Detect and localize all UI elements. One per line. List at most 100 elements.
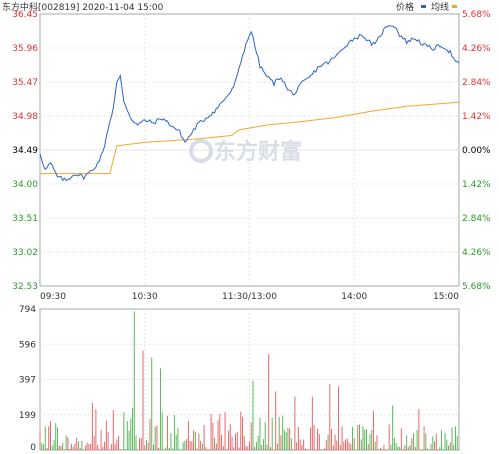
volume-grid bbox=[40, 309, 459, 450]
volume-bar bbox=[451, 427, 453, 450]
volume-bar bbox=[393, 437, 395, 450]
volume-bar bbox=[217, 420, 219, 450]
volume-bar bbox=[91, 402, 93, 450]
volume-bar bbox=[112, 410, 114, 450]
volume-bar bbox=[317, 428, 319, 450]
volume-bar bbox=[140, 437, 142, 450]
y-tick-label-right: 4.26% bbox=[462, 248, 491, 258]
volume-bar bbox=[311, 396, 313, 450]
volume-bar bbox=[357, 425, 359, 450]
volume-bar bbox=[271, 417, 273, 450]
y-tick-label-right: 5.68% bbox=[462, 282, 491, 292]
volume-bar bbox=[189, 440, 191, 450]
volume-bar bbox=[379, 447, 381, 450]
volume-bar bbox=[121, 449, 123, 450]
volume-bar bbox=[432, 436, 434, 450]
volume-bar bbox=[194, 432, 196, 450]
volume-bar bbox=[404, 445, 406, 450]
x-tick-label: 09:30 bbox=[40, 292, 66, 302]
volume-bar bbox=[123, 412, 125, 450]
volume-bar bbox=[65, 435, 67, 450]
volume-bar bbox=[116, 439, 118, 450]
volume-bar bbox=[365, 429, 367, 450]
volume-bar bbox=[191, 441, 193, 450]
volume-bar bbox=[425, 433, 427, 450]
volume-bar bbox=[280, 435, 282, 450]
volume-bar bbox=[44, 426, 46, 450]
volume-bar bbox=[214, 438, 216, 450]
volume-bar bbox=[409, 445, 411, 450]
volume-bar bbox=[187, 421, 189, 450]
volume-bar bbox=[137, 449, 139, 450]
volume-bar bbox=[132, 407, 134, 450]
volume-bar bbox=[338, 386, 340, 450]
volume-bar bbox=[306, 449, 308, 450]
volume-bar bbox=[423, 426, 425, 450]
volume-bar bbox=[119, 449, 121, 450]
legend-price-swatch bbox=[421, 5, 426, 8]
volume-bar bbox=[95, 409, 97, 450]
legend: 价格 均线 bbox=[396, 1, 457, 13]
volume-bar bbox=[79, 447, 81, 450]
volume-bar bbox=[397, 446, 399, 450]
y-tick-label-right: 1.42% bbox=[462, 180, 491, 190]
volume-bar bbox=[376, 435, 378, 450]
volume-bar bbox=[301, 444, 303, 450]
legend-price-label: 价格 bbox=[396, 1, 414, 13]
volume-bar bbox=[247, 446, 249, 450]
x-axis: 09:30 10:30 11:30/13:00 14:00 15:00 bbox=[40, 292, 459, 302]
volume-bar bbox=[362, 426, 364, 450]
y-tick-label-right: 1.42% bbox=[462, 112, 491, 122]
volume-bar bbox=[249, 441, 250, 450]
volume-bar bbox=[439, 447, 441, 450]
y-tick-label-right: 2.84% bbox=[462, 78, 491, 88]
volume-bar bbox=[318, 433, 320, 450]
volume-bar bbox=[456, 436, 458, 450]
volume-bar bbox=[208, 449, 210, 450]
volume-bar bbox=[320, 449, 322, 450]
volume-bar bbox=[238, 447, 240, 450]
y-tick-label: 36.45 bbox=[12, 10, 38, 20]
volume-bar bbox=[427, 448, 429, 450]
volume-bar bbox=[322, 449, 324, 450]
volume-bar bbox=[152, 444, 154, 450]
volume-bar bbox=[294, 396, 296, 450]
volume-bar bbox=[84, 445, 86, 450]
volume-bar bbox=[76, 437, 78, 450]
volume-bar bbox=[353, 438, 355, 450]
volume-bar bbox=[179, 449, 181, 450]
volume-bar bbox=[332, 445, 334, 450]
volume-bar bbox=[273, 449, 275, 450]
volume-bar bbox=[313, 425, 315, 450]
volume-bar bbox=[60, 446, 62, 450]
volume-bar bbox=[371, 430, 373, 450]
volume-bar bbox=[261, 444, 263, 450]
volume-bar bbox=[442, 449, 444, 450]
volume-bars bbox=[39, 311, 460, 450]
volume-bar bbox=[402, 448, 404, 450]
volume-bar bbox=[245, 445, 247, 450]
volume-tick-label: 397 bbox=[19, 376, 36, 386]
volume-bar bbox=[437, 449, 439, 450]
volume-bar bbox=[264, 422, 266, 450]
volume-bar bbox=[219, 413, 221, 450]
x-tick-label: 11:30/13:00 bbox=[222, 292, 277, 302]
volume-bar bbox=[100, 429, 102, 450]
volume-bar bbox=[392, 405, 394, 450]
price-line bbox=[39, 25, 460, 182]
y-tick-label: 35.96 bbox=[12, 44, 38, 54]
average-line bbox=[40, 101, 460, 175]
volume-bar bbox=[257, 435, 259, 450]
volume-bar bbox=[414, 446, 416, 450]
volume-bar bbox=[231, 436, 233, 450]
volume-bar bbox=[446, 439, 448, 450]
volume-bar bbox=[172, 448, 174, 450]
watermark-logo-icon bbox=[189, 139, 213, 163]
volume-bar bbox=[118, 435, 120, 450]
volume-bar bbox=[146, 440, 147, 450]
volume-bar bbox=[334, 434, 336, 450]
y-tick-label: 34.00 bbox=[12, 180, 38, 190]
volume-bar bbox=[297, 426, 299, 450]
volume-bar bbox=[193, 430, 195, 450]
